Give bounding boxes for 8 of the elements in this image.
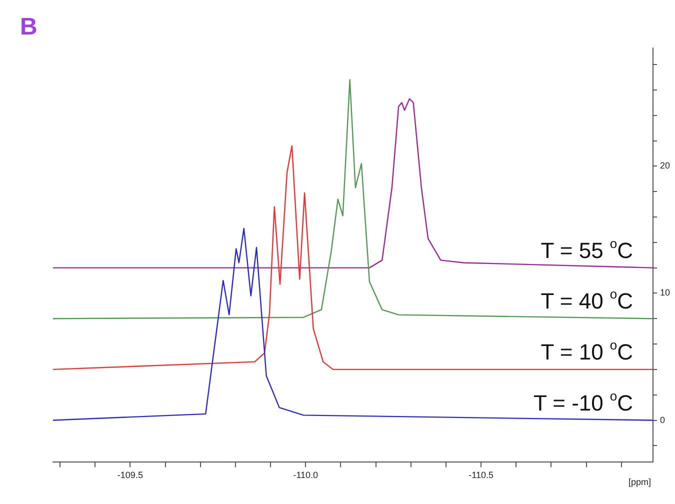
y-tick-label: 20 bbox=[660, 160, 670, 171]
y-tick-label: 0 bbox=[660, 414, 666, 425]
y-tick-label: 10 bbox=[660, 288, 670, 298]
x-tick-label: -109.5 bbox=[117, 470, 143, 480]
chart-title: B bbox=[20, 14, 38, 41]
x-axis-title: [ppm] bbox=[628, 477, 651, 488]
x-tick-label: -110.0 bbox=[293, 470, 318, 480]
x-tick-label: -110.5 bbox=[468, 470, 494, 480]
